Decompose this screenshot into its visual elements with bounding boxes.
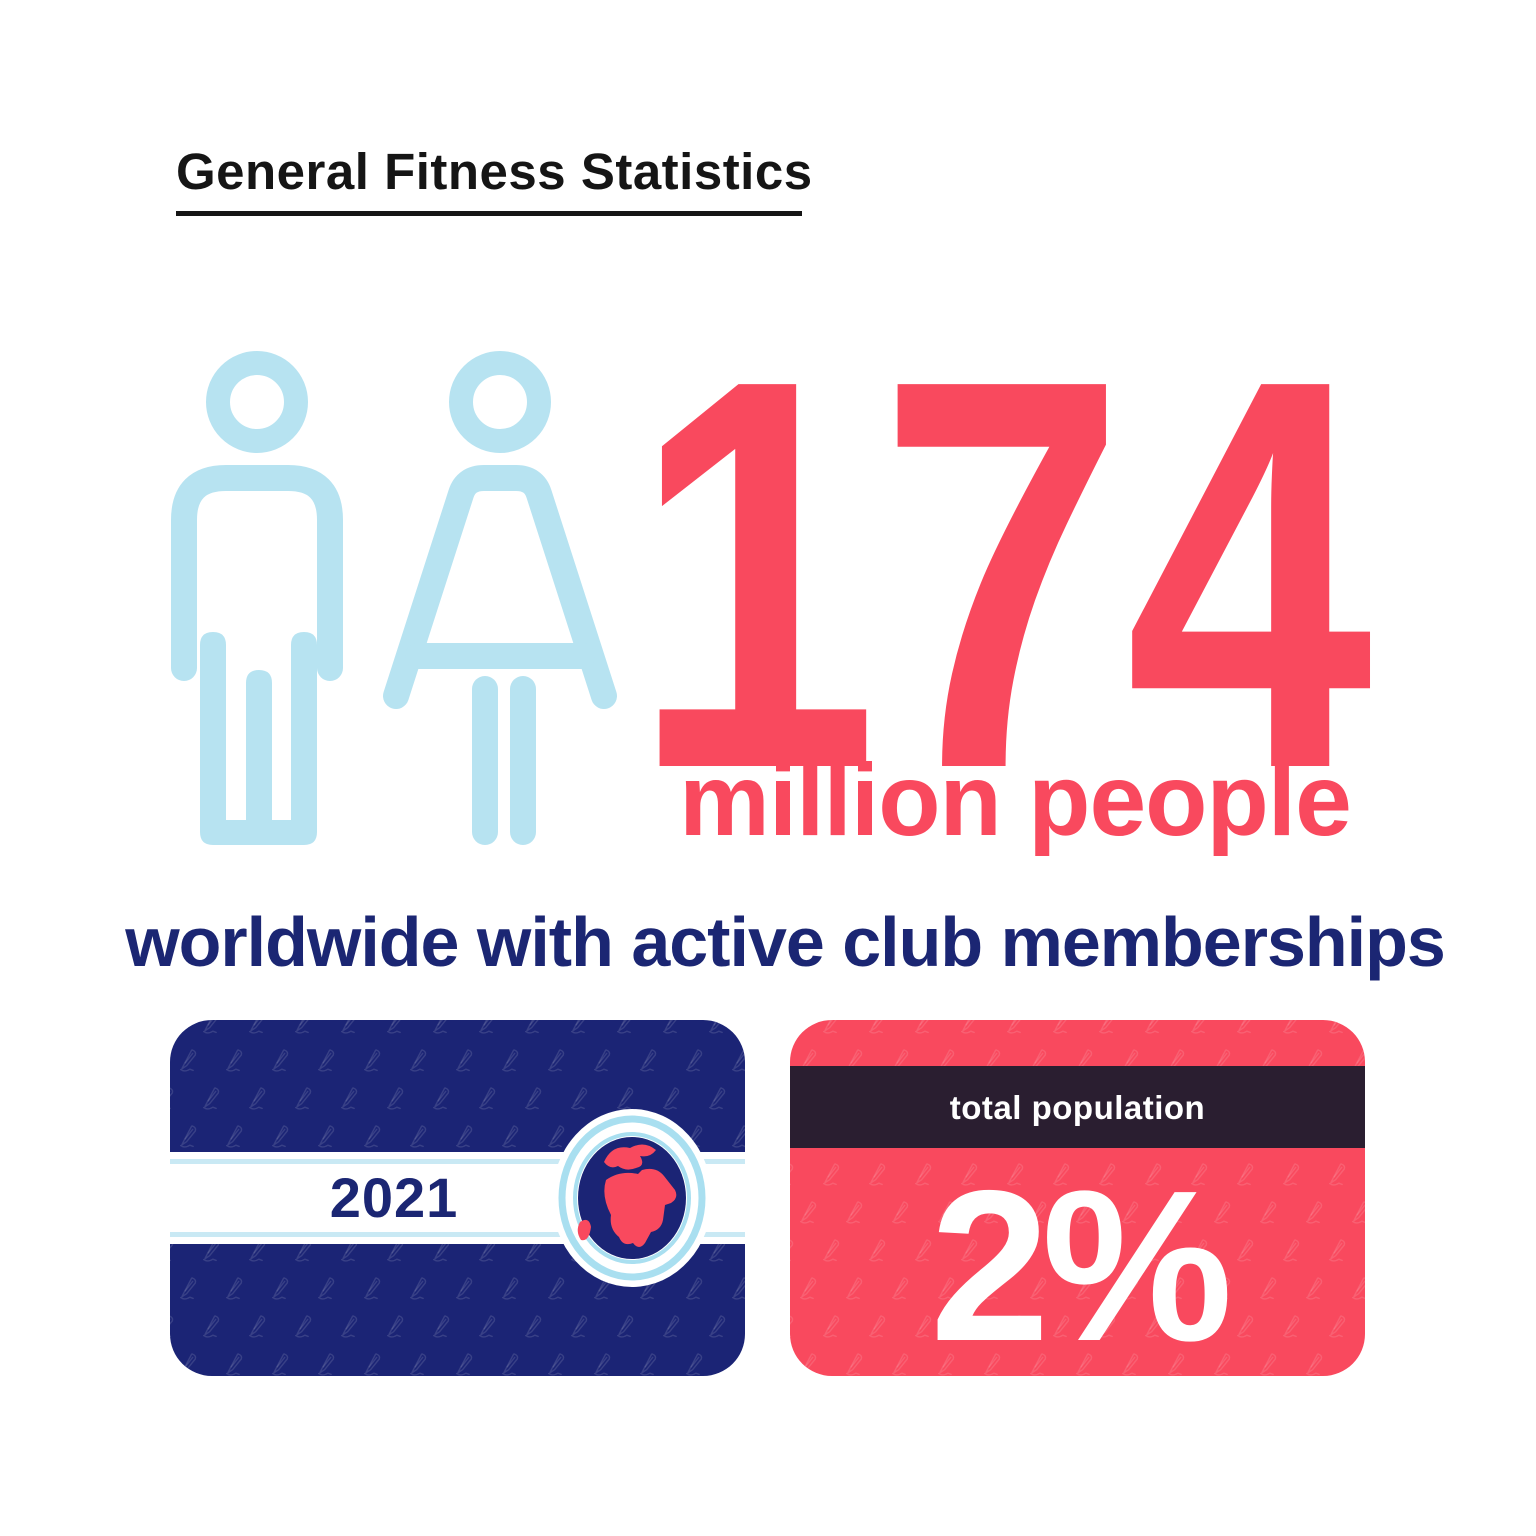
man-outline-icon: [171, 351, 343, 845]
woman-outline-icon: [383, 351, 617, 845]
band-accent-line: [170, 1159, 745, 1164]
year-label: 2021: [329, 1166, 459, 1229]
stat-unit-label: million people: [679, 743, 1352, 857]
population-card: total population 2%: [790, 1020, 1365, 1376]
globe-continents: [577, 1144, 677, 1247]
population-percent-value: 2%: [930, 1145, 1233, 1376]
population-band: total population: [790, 1066, 1365, 1148]
population-band-label: total population: [949, 1089, 1206, 1126]
globe-icon: [552, 1109, 712, 1287]
stat-big-number: 174: [631, 264, 1373, 884]
year-card: 2021: [170, 1020, 745, 1376]
stat-description: worldwide with active club memberships: [125, 903, 1446, 981]
people-icons: [171, 351, 617, 845]
title-underline: [176, 211, 802, 216]
band-accent-line: [170, 1232, 745, 1237]
page-title: General Fitness Statistics: [176, 143, 813, 200]
